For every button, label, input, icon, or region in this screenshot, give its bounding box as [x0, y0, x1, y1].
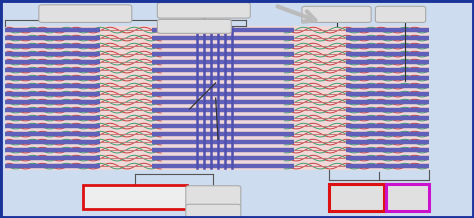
- Bar: [83, 185, 187, 209]
- FancyBboxPatch shape: [157, 3, 250, 18]
- Bar: [386, 184, 429, 211]
- FancyBboxPatch shape: [375, 6, 426, 22]
- FancyBboxPatch shape: [302, 6, 371, 22]
- FancyBboxPatch shape: [186, 186, 241, 207]
- Bar: [5, 26, 429, 170]
- Bar: [329, 184, 384, 211]
- FancyBboxPatch shape: [39, 5, 132, 22]
- FancyBboxPatch shape: [157, 19, 231, 33]
- FancyBboxPatch shape: [186, 204, 241, 218]
